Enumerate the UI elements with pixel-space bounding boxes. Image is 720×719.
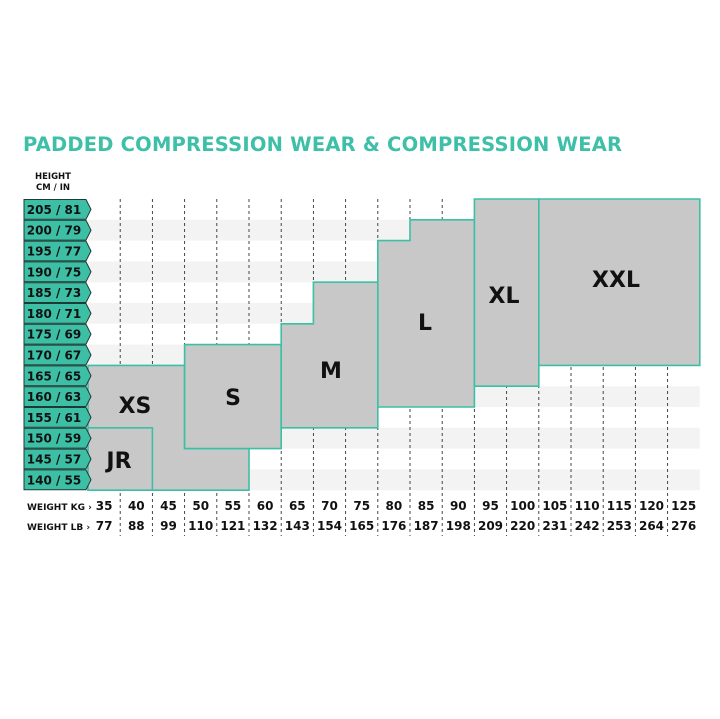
weight-lb-value: 132 <box>253 519 278 533</box>
weight-lb-value: 264 <box>639 519 664 533</box>
weight-lb-value: 242 <box>575 519 600 533</box>
weight-kg-value: 40 <box>128 499 145 513</box>
weight-kg-value: 120 <box>639 499 664 513</box>
height-label: 205 / 81 <box>27 203 82 217</box>
height-label: 155 / 61 <box>27 411 82 425</box>
weight-kg-value: 110 <box>575 499 600 513</box>
weight-kg-value: 70 <box>321 499 338 513</box>
height-label-box <box>23 199 92 220</box>
weight-lb-value: 187 <box>414 519 439 533</box>
height-label-box <box>23 407 92 428</box>
height-label-box <box>23 448 92 470</box>
height-label: 170 / 67 <box>27 349 82 363</box>
weight-kg-value: 35 <box>96 499 113 513</box>
height-unit-header: CM / IN <box>36 183 70 193</box>
weight-lb-value: 121 <box>220 519 245 533</box>
weight-kg-value: 85 <box>418 499 435 513</box>
height-label-box <box>23 303 92 324</box>
weight-kg-value: 60 <box>257 499 274 513</box>
size-label-jr: JR <box>104 449 131 474</box>
weight-kg-value: 75 <box>353 499 370 513</box>
size-label-xs: XS <box>119 394 152 419</box>
weight-kg-value: 95 <box>482 499 499 513</box>
weight-lb-value: 276 <box>671 519 696 533</box>
height-label-box <box>23 219 92 241</box>
weight-kg-value: 125 <box>671 499 696 513</box>
weight-kg-value: 45 <box>160 499 177 513</box>
chart-title: PADDED COMPRESSION WEAR & COMPRESSION WE… <box>23 133 623 156</box>
height-label-box <box>23 323 92 345</box>
size-label-m: M <box>320 359 342 384</box>
weight-lb-label: WEIGHT LB › <box>27 523 90 533</box>
size-region-jr <box>87 427 154 491</box>
size-region-xxl <box>538 198 701 367</box>
height-label: 185 / 73 <box>27 286 82 300</box>
height-label-box <box>23 282 92 303</box>
weight-lb-value: 154 <box>317 519 342 533</box>
size-label-s: S <box>225 386 241 411</box>
height-label-box <box>23 469 92 491</box>
weight-kg-value: 80 <box>386 499 403 513</box>
weight-lb-value: 165 <box>349 519 374 533</box>
weight-lb-value: 253 <box>607 519 632 533</box>
weight-lb-value: 231 <box>542 519 567 533</box>
weight-lb-value: 209 <box>478 519 503 533</box>
weight-kg-value: 50 <box>192 499 209 513</box>
height-label: 165 / 65 <box>27 369 82 383</box>
weight-kg-label: WEIGHT KG › <box>27 503 92 513</box>
weight-kg-value: 115 <box>607 499 632 513</box>
height-label: 150 / 59 <box>27 432 82 446</box>
weight-lb-value: 99 <box>160 519 177 533</box>
height-label-box <box>23 365 92 387</box>
weight-kg-value: 90 <box>450 499 467 513</box>
weight-kg-value: 55 <box>225 499 242 513</box>
height-label: 145 / 57 <box>27 453 82 467</box>
size-region-s <box>183 343 282 450</box>
weight-lb-value: 198 <box>446 519 471 533</box>
weight-lb-value: 88 <box>128 519 145 533</box>
height-label-box <box>23 240 92 262</box>
height-label-box <box>23 427 92 449</box>
height-label: 180 / 71 <box>27 307 82 321</box>
height-label: 200 / 79 <box>27 224 82 238</box>
weight-lb-value: 110 <box>188 519 213 533</box>
size-label-xxl: XXL <box>592 268 640 293</box>
weight-lb-value: 77 <box>96 519 113 533</box>
height-header: HEIGHT <box>35 172 71 182</box>
height-label: 140 / 55 <box>27 473 82 487</box>
height-label: 160 / 63 <box>27 390 82 404</box>
size-label-xl: XL <box>489 284 520 309</box>
weight-kg-value: 105 <box>542 499 567 513</box>
height-label: 190 / 75 <box>27 265 82 279</box>
height-label-box <box>23 386 92 407</box>
size-region-xl <box>473 198 540 387</box>
weight-kg-value: 65 <box>289 499 306 513</box>
weight-lb-value: 220 <box>510 519 535 533</box>
height-label: 195 / 77 <box>27 245 82 259</box>
height-label: 175 / 69 <box>27 328 82 342</box>
weight-kg-value: 100 <box>510 499 535 513</box>
size-label-l: L <box>418 311 432 336</box>
height-label-box <box>23 261 92 283</box>
weight-lb-value: 176 <box>381 519 406 533</box>
weight-lb-value: 143 <box>285 519 310 533</box>
height-label-box <box>23 344 92 366</box>
